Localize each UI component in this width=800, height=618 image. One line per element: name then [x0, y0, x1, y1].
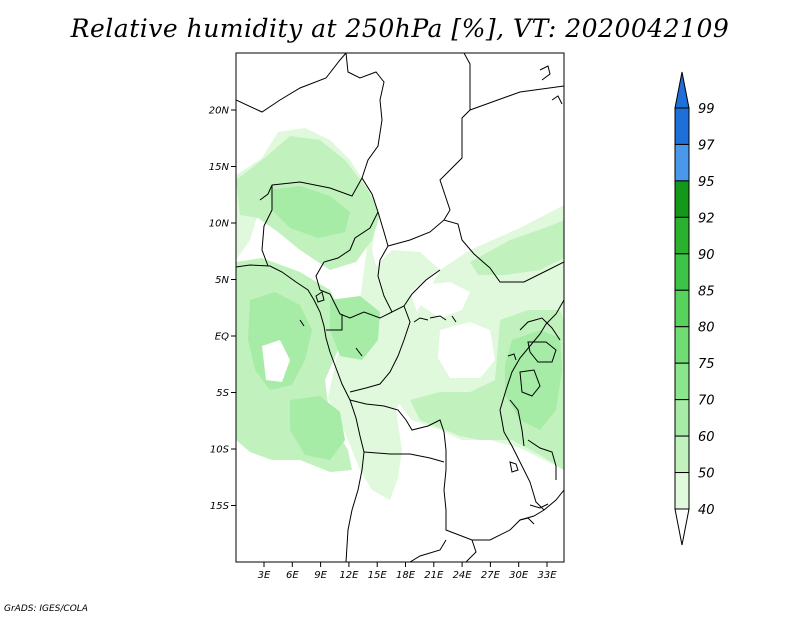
colorbar: 99 97 95 92 90 85 80 75 70 60 50 40: [674, 71, 715, 546]
lat-tick-label: 15S: [210, 501, 230, 512]
colorbar-label: 97: [698, 138, 715, 153]
lon-tick-label: 33E: [537, 570, 557, 581]
colorbar-label: 95: [698, 175, 715, 190]
lat-tick-label: 10S: [210, 445, 230, 456]
colorbar-segment: [674, 472, 690, 510]
page-title: Relative humidity at 250hPa [%], VT: 202…: [70, 14, 730, 43]
lon-tick-label: 30E: [509, 570, 529, 581]
lat-tick-label: 5S: [216, 388, 229, 399]
lon-tick-label: 18E: [396, 570, 416, 581]
lat-tick-label: EQ: [215, 332, 229, 343]
lat-tick-label: 20N: [209, 106, 230, 117]
colorbar-top-triangle: [674, 71, 690, 109]
colorbar-label: 75: [698, 357, 715, 372]
lat-tick-label: 10N: [209, 219, 230, 230]
colorbar-segment: [674, 362, 690, 401]
colorbar-label: 99: [698, 102, 715, 117]
lon-tick-label: 12E: [339, 570, 359, 581]
colorbar-segment: [674, 326, 690, 364]
lon-tick-label: 27E: [481, 570, 501, 581]
lon-tick-label: 6E: [286, 570, 299, 581]
colorbar-segment: [674, 399, 690, 437]
colorbar-label: 90: [698, 248, 715, 263]
colorbar-label: 40: [698, 503, 715, 518]
colorbar-segment: [674, 180, 690, 218]
colorbar-label: 50: [698, 467, 715, 482]
lon-tick-label: 3E: [258, 570, 271, 581]
lat-tick-label: 15N: [209, 162, 230, 173]
colorbar-segment: [674, 216, 690, 255]
colorbar-bottom-triangle: [674, 508, 690, 546]
colorbar-label: 60: [698, 430, 715, 445]
colorbar-segment: [674, 435, 690, 474]
colorbar-label: 92: [698, 211, 715, 226]
latitude-axis: 20N 15N 10N 5N EQ 5S 10S 15S: [209, 106, 236, 512]
colorbar-label: 70: [698, 394, 715, 409]
lon-tick-label: 9E: [314, 570, 327, 581]
lon-tick-label: 21E: [424, 570, 444, 581]
map-frame: [235, 52, 565, 563]
colorbar-segment: [674, 143, 690, 182]
lat-tick-label: 5N: [215, 275, 229, 286]
colorbar-label: 80: [698, 321, 715, 336]
lon-tick-label: 24E: [453, 570, 473, 581]
colorbar-segment: [674, 289, 690, 328]
colorbar-label: 85: [698, 284, 715, 299]
country-boundaries: [236, 53, 564, 562]
colorbar-segment: [674, 107, 690, 145]
colorbar-segment: [674, 253, 690, 291]
longitude-axis: 3E 6E 9E 12E 15E 18E 21E 24E 27E 30E 33E: [258, 562, 557, 581]
lon-tick-label: 15E: [368, 570, 388, 581]
credit-label: GrADS: IGES/COLA: [4, 604, 88, 614]
